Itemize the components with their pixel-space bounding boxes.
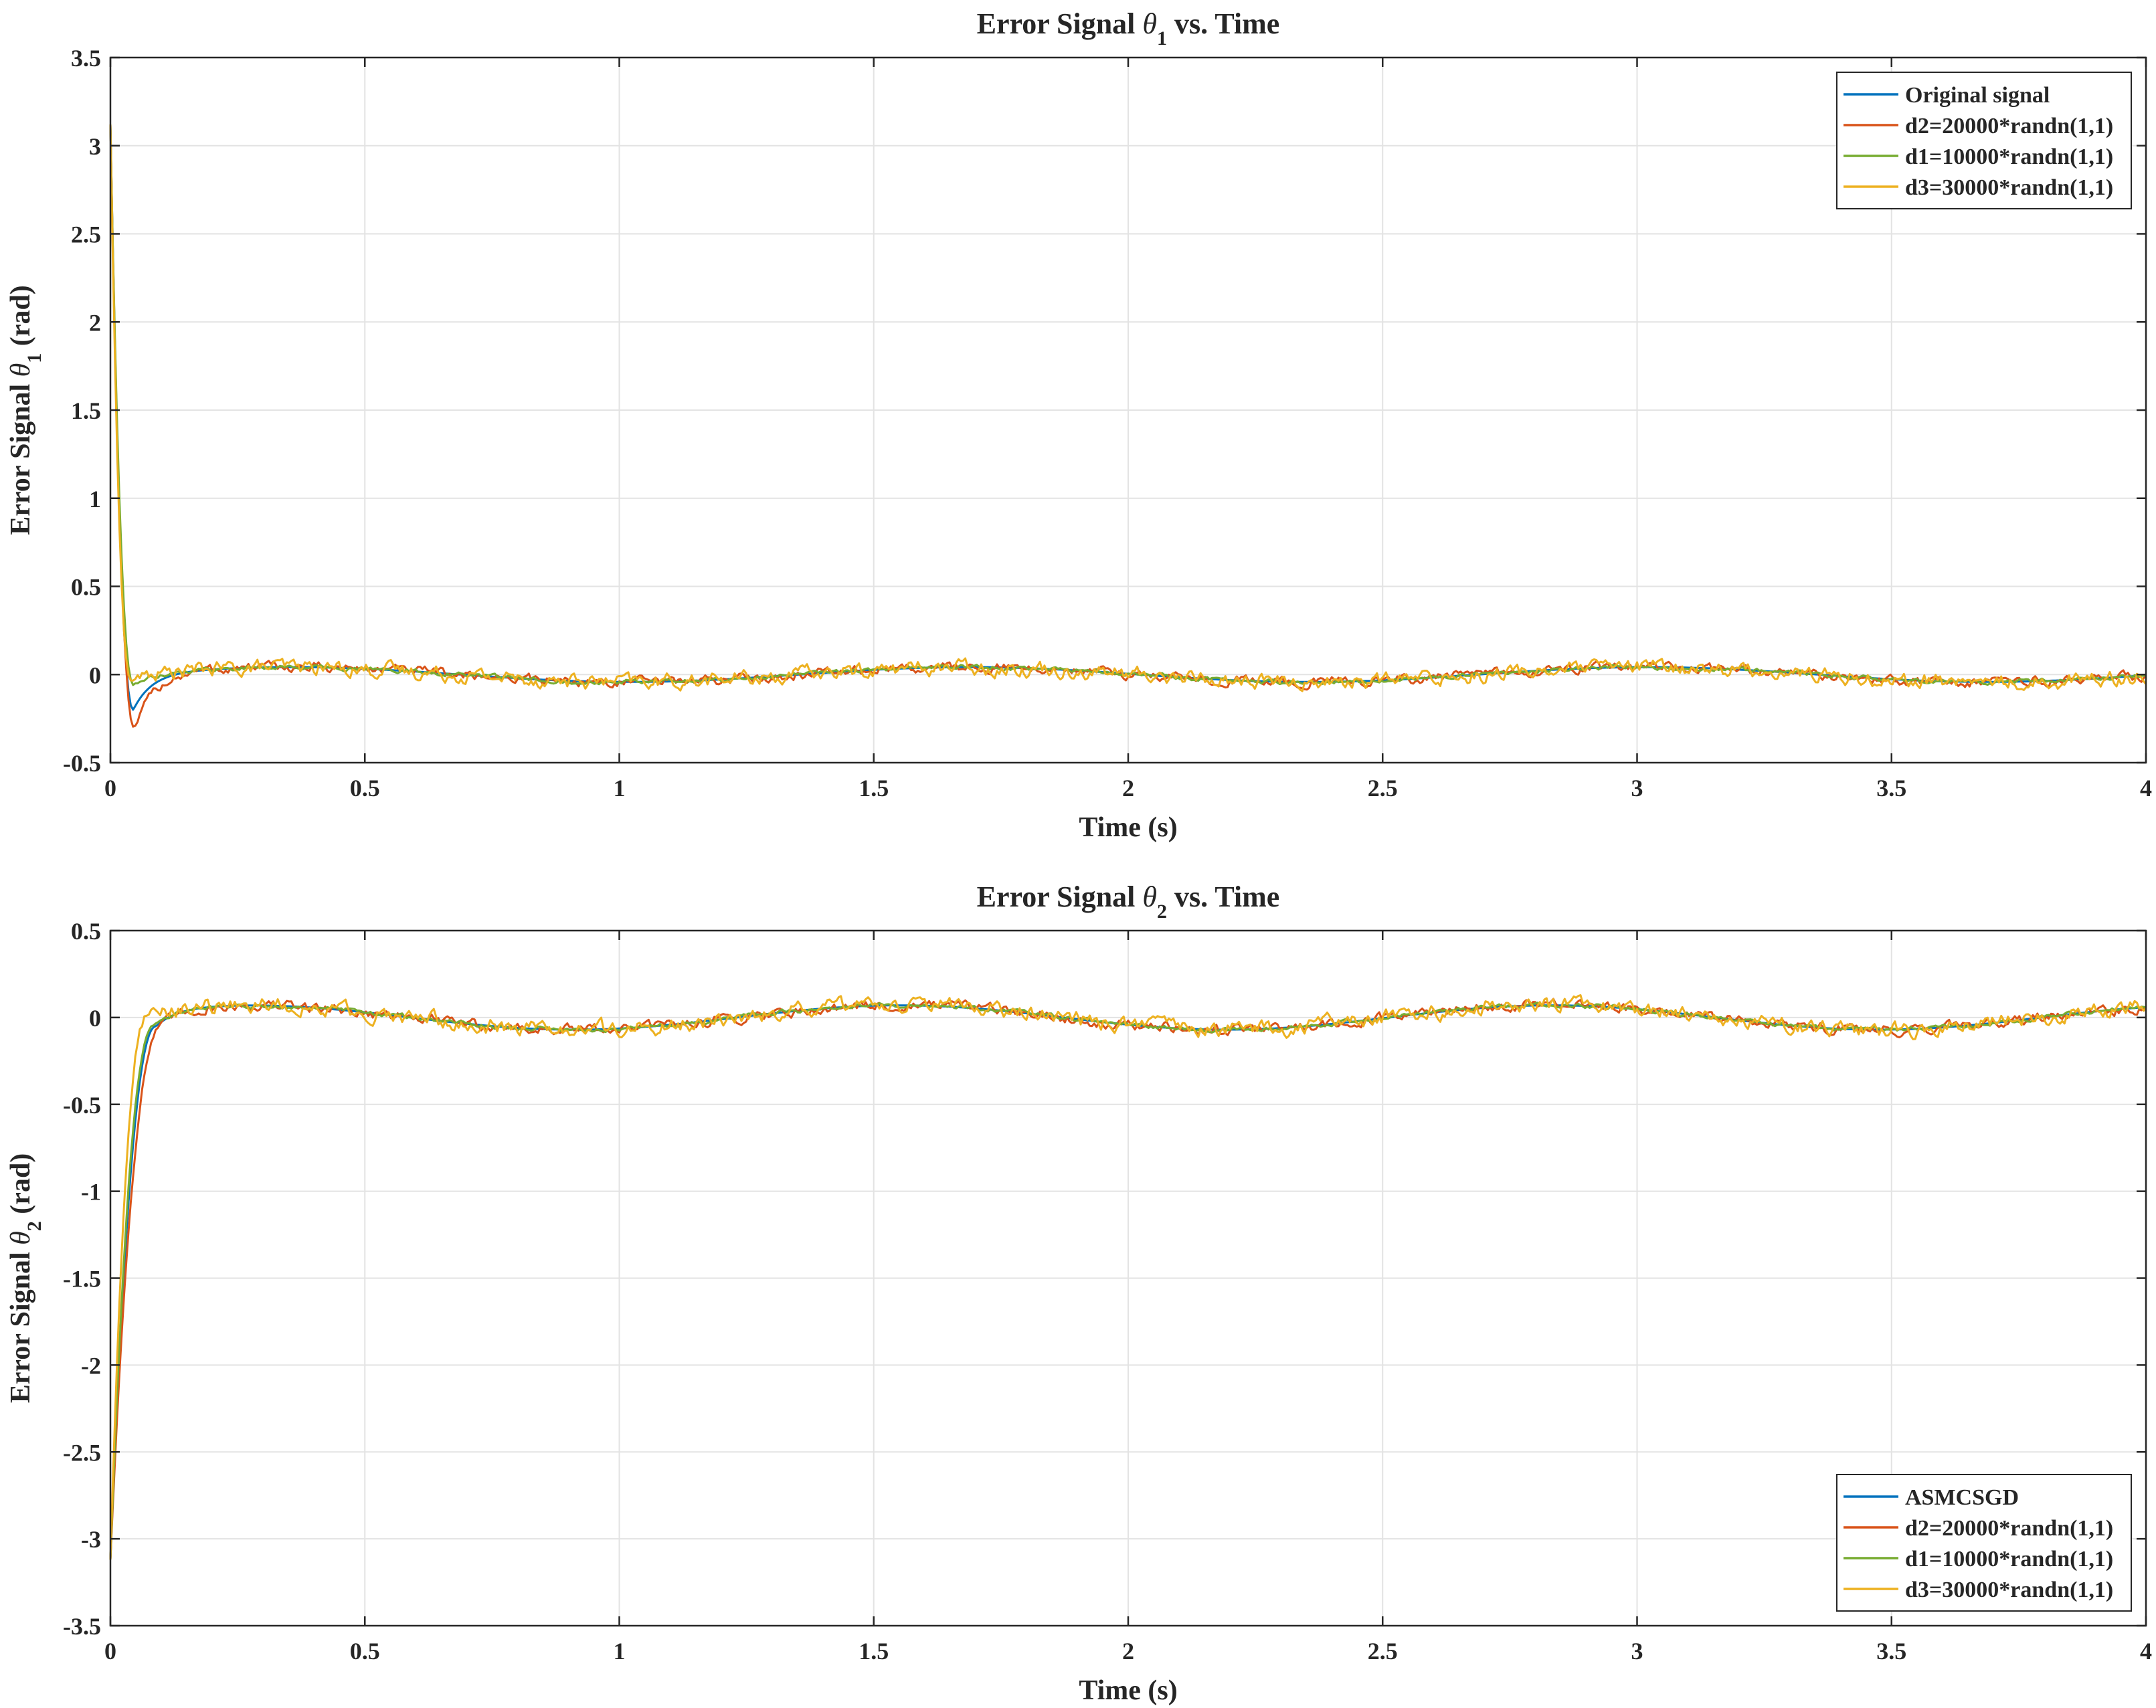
- x-tick-label: 1.5: [859, 775, 889, 801]
- legend-item: Original signal: [1844, 83, 2050, 108]
- x-tick-label: 1: [614, 1638, 626, 1665]
- legend: ASMCSGD d2=20000*randn(1,1) d1=10000*randn…: [1836, 1474, 2132, 1612]
- x-tick-label: 4: [2140, 775, 2152, 801]
- legend-label: d2=20000*randn(1,1): [1905, 114, 2113, 138]
- y-tick-label: 2: [89, 309, 101, 336]
- y-axis-label: Error Signal θ2 (rad): [5, 1153, 46, 1404]
- x-tick-label: 2.5: [1368, 775, 1398, 801]
- legend-label: d2=20000*randn(1,1): [1905, 1516, 2113, 1541]
- y-tick-label: -2.5: [63, 1439, 101, 1466]
- y-tick-label: 3: [89, 133, 101, 160]
- legend-item: d3=30000*randn(1,1): [1844, 1578, 2113, 1602]
- chart-title: Error Signal θ1 vs. Time: [977, 7, 1280, 50]
- x-tick-label: 1.5: [859, 1638, 889, 1665]
- legend-label: Original signal: [1905, 83, 2050, 108]
- legend-item: d1=10000*randn(1,1): [1844, 145, 2113, 169]
- legend-item: d3=30000*randn(1,1): [1844, 175, 2113, 200]
- y-tick-label: -3.5: [63, 1613, 101, 1640]
- x-tick-label: 3: [1631, 775, 1643, 801]
- y-tick-label: -0.5: [63, 750, 101, 777]
- legend-label: d3=30000*randn(1,1): [1905, 1578, 2113, 1602]
- x-tick-label: 0: [104, 775, 116, 801]
- legend-label: ASMCSGD: [1905, 1485, 2019, 1510]
- legend-item: ASMCSGD: [1844, 1485, 2019, 1510]
- y-tick-label: 0.5: [71, 918, 101, 945]
- chart-title: Error Signal θ2 vs. Time: [977, 880, 1280, 923]
- y-tick-label: -2: [81, 1352, 101, 1379]
- series-line-3: [109, 124, 2147, 686]
- x-tick-label: 2: [1122, 1638, 1134, 1665]
- x-tick-label: 2.5: [1368, 1638, 1398, 1665]
- series-line-4: [109, 994, 2147, 1560]
- series-line-4: [109, 124, 2147, 692]
- y-tick-label: -0.5: [63, 1092, 101, 1119]
- y-tick-label: -1.5: [63, 1266, 101, 1293]
- legend-item: d1=10000*randn(1,1): [1844, 1547, 2113, 1572]
- chart-2: 0 0.5 1 1.5 2 2.5 3 3.5 4 -3.5 -3 -2.5 -2 -1.5 -1 -0.5 0…: [5, 880, 2152, 1706]
- y-tick-label: 0.5: [71, 574, 101, 601]
- x-tick-label: 0.5: [350, 775, 380, 801]
- legend-item: d2=20000*randn(1,1): [1844, 114, 2113, 138]
- y-tick-label: 1: [89, 486, 101, 512]
- legend-label: d1=10000*randn(1,1): [1905, 1547, 2113, 1572]
- y-tick-label: 0: [89, 662, 101, 688]
- x-tick-label: 3.5: [1876, 775, 1906, 801]
- y-axis-label: Error Signal θ1 (rad): [5, 285, 46, 535]
- y-tick-label: 1.5: [71, 397, 101, 424]
- x-tick-label: 2: [1122, 775, 1134, 801]
- x-axis-label: Time (s): [1079, 1675, 1177, 1706]
- y-tick-label: 3.5: [71, 45, 101, 72]
- x-tick-label: 0: [104, 1638, 116, 1665]
- legend-label: d3=30000*randn(1,1): [1905, 175, 2113, 200]
- x-tick-label: 4: [2140, 1638, 2152, 1665]
- y-tick-label: 2.5: [71, 221, 101, 248]
- legend-label: d1=10000*randn(1,1): [1905, 145, 2113, 169]
- y-tick-label: -1: [81, 1179, 101, 1206]
- y-tick-label: 0: [89, 1005, 101, 1032]
- x-tick-label: 3: [1631, 1638, 1643, 1665]
- chart-1: 0 0.5 1 1.5 2 2.5 3 3.5 4-0.500.511.522.533.5Err…: [5, 7, 2152, 843]
- x-axis-label: Time (s): [1079, 812, 1177, 843]
- legend-item: d2=20000*randn(1,1): [1844, 1516, 2113, 1541]
- x-tick-label: 0.5: [350, 1638, 380, 1665]
- x-tick-label: 1: [614, 775, 626, 801]
- x-tick-label: 3.5: [1876, 1638, 1906, 1665]
- y-tick-label: -3: [81, 1526, 101, 1553]
- legend: Original signal d2=20000*randn(1,1) d1=100…: [1836, 72, 2132, 209]
